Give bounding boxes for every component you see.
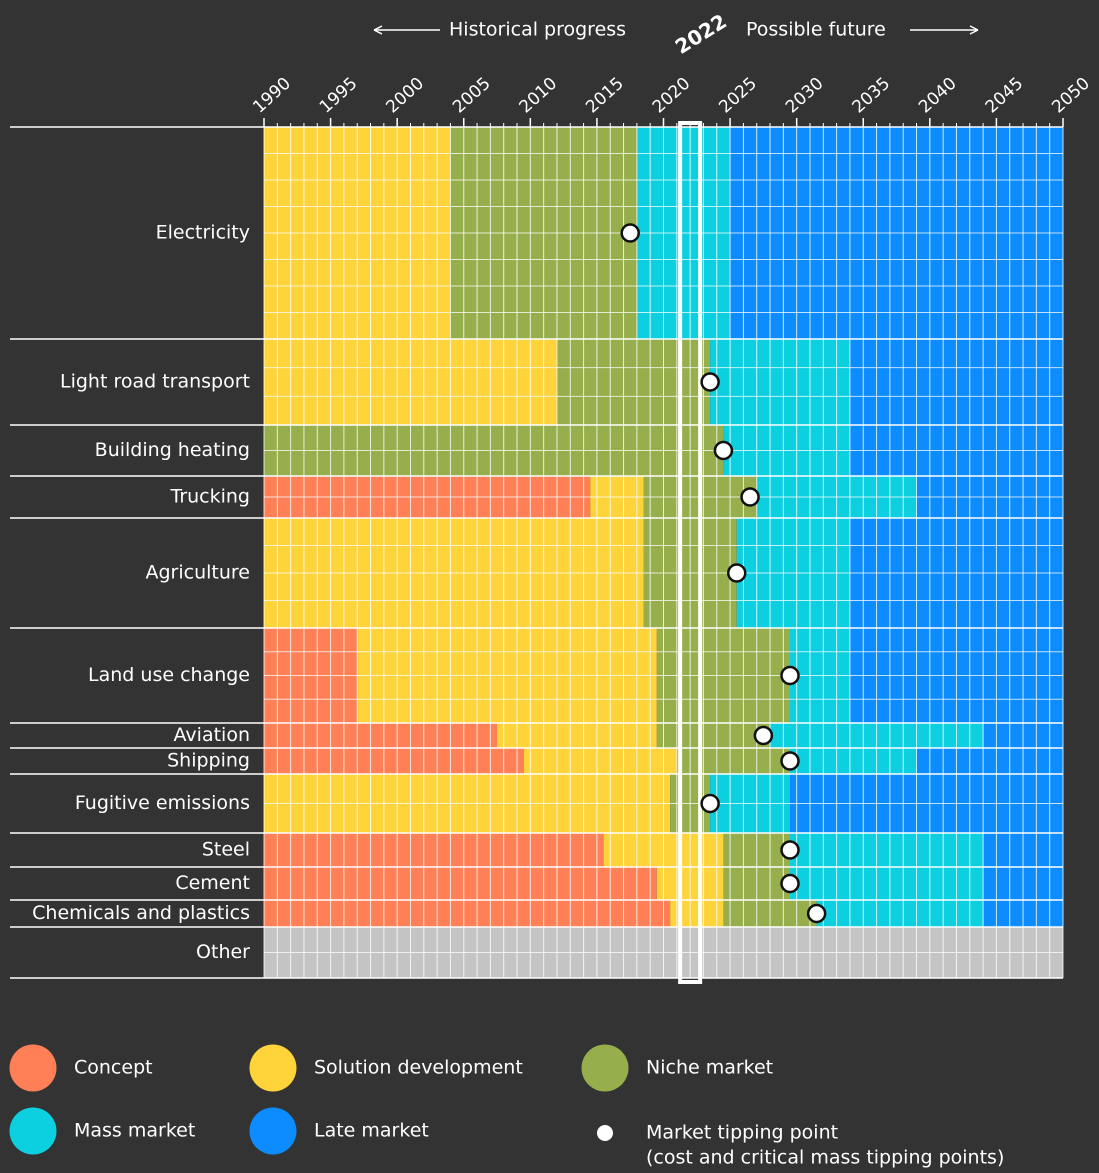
plot — [10, 126, 1064, 979]
tipping-point — [780, 751, 800, 771]
legend-label: Niche market — [646, 1057, 773, 1079]
stage-segment — [816, 900, 984, 927]
tipping-point — [713, 440, 734, 461]
sector-label: Building heating — [95, 439, 250, 461]
stage-segment — [790, 867, 984, 900]
sector-label: Electricity — [156, 222, 250, 244]
sector-label: Shipping — [167, 750, 250, 772]
stage-segment — [264, 723, 498, 748]
stage-segment — [916, 748, 1063, 774]
tipping-point — [780, 840, 800, 860]
tipping-point — [740, 487, 760, 507]
future-label: Possible future — [746, 19, 886, 41]
historical-label: Historical progress — [449, 19, 626, 41]
legend-swatch — [249, 1044, 297, 1092]
stage-segment — [790, 748, 917, 774]
tipping-point — [620, 223, 640, 243]
arrow-right-head — [969, 25, 979, 35]
sector-label: Fugitive emissions — [75, 792, 250, 814]
tipping-point — [726, 563, 747, 583]
stage-segment — [497, 723, 657, 748]
stage-segment — [710, 339, 850, 425]
sector-label: Agriculture — [146, 562, 251, 584]
stage-segment — [656, 723, 771, 748]
sector-label: Aviation — [174, 724, 250, 746]
stage-segment — [264, 833, 604, 867]
legend-note: (cost and critical mass tipping points) — [646, 1147, 1004, 1169]
legend-label: Late market — [314, 1120, 429, 1142]
legend-swatch — [9, 1044, 57, 1092]
legend-tipping-swatch — [597, 1125, 613, 1141]
stage-segment — [264, 748, 524, 774]
sector-label: Light road transport — [60, 371, 250, 393]
tipping-point — [700, 793, 720, 814]
tipping-point — [780, 873, 800, 894]
sector-label: Cement — [175, 872, 250, 894]
stage-segment — [264, 900, 671, 927]
arrow-left-head — [373, 25, 383, 35]
tipping-point — [780, 665, 800, 686]
legend-swatch — [249, 1107, 297, 1155]
highlight-year-box — [678, 121, 703, 984]
stage-segment — [556, 339, 711, 425]
sector-label: Steel — [202, 839, 250, 861]
tipping-point — [700, 372, 720, 392]
sector-label: Trucking — [170, 486, 251, 508]
legend-label: Solution development — [314, 1057, 523, 1079]
legend-swatch — [581, 1044, 629, 1092]
sector-label: Other — [196, 941, 250, 963]
legend-label: Mass market — [74, 1120, 195, 1142]
legend-label: Concept — [74, 1057, 153, 1079]
sector-label: Chemicals and plastics — [32, 902, 250, 924]
legend-label: Market tipping point — [646, 1122, 838, 1144]
stage-segment — [790, 833, 984, 867]
stage-segment — [676, 748, 791, 774]
tipping-point — [806, 903, 827, 924]
stage-segment — [523, 748, 677, 774]
legend-swatch — [9, 1107, 57, 1155]
tipping-point — [753, 725, 774, 746]
stage-segment — [264, 867, 657, 900]
sector-label: Land use change — [88, 664, 250, 686]
